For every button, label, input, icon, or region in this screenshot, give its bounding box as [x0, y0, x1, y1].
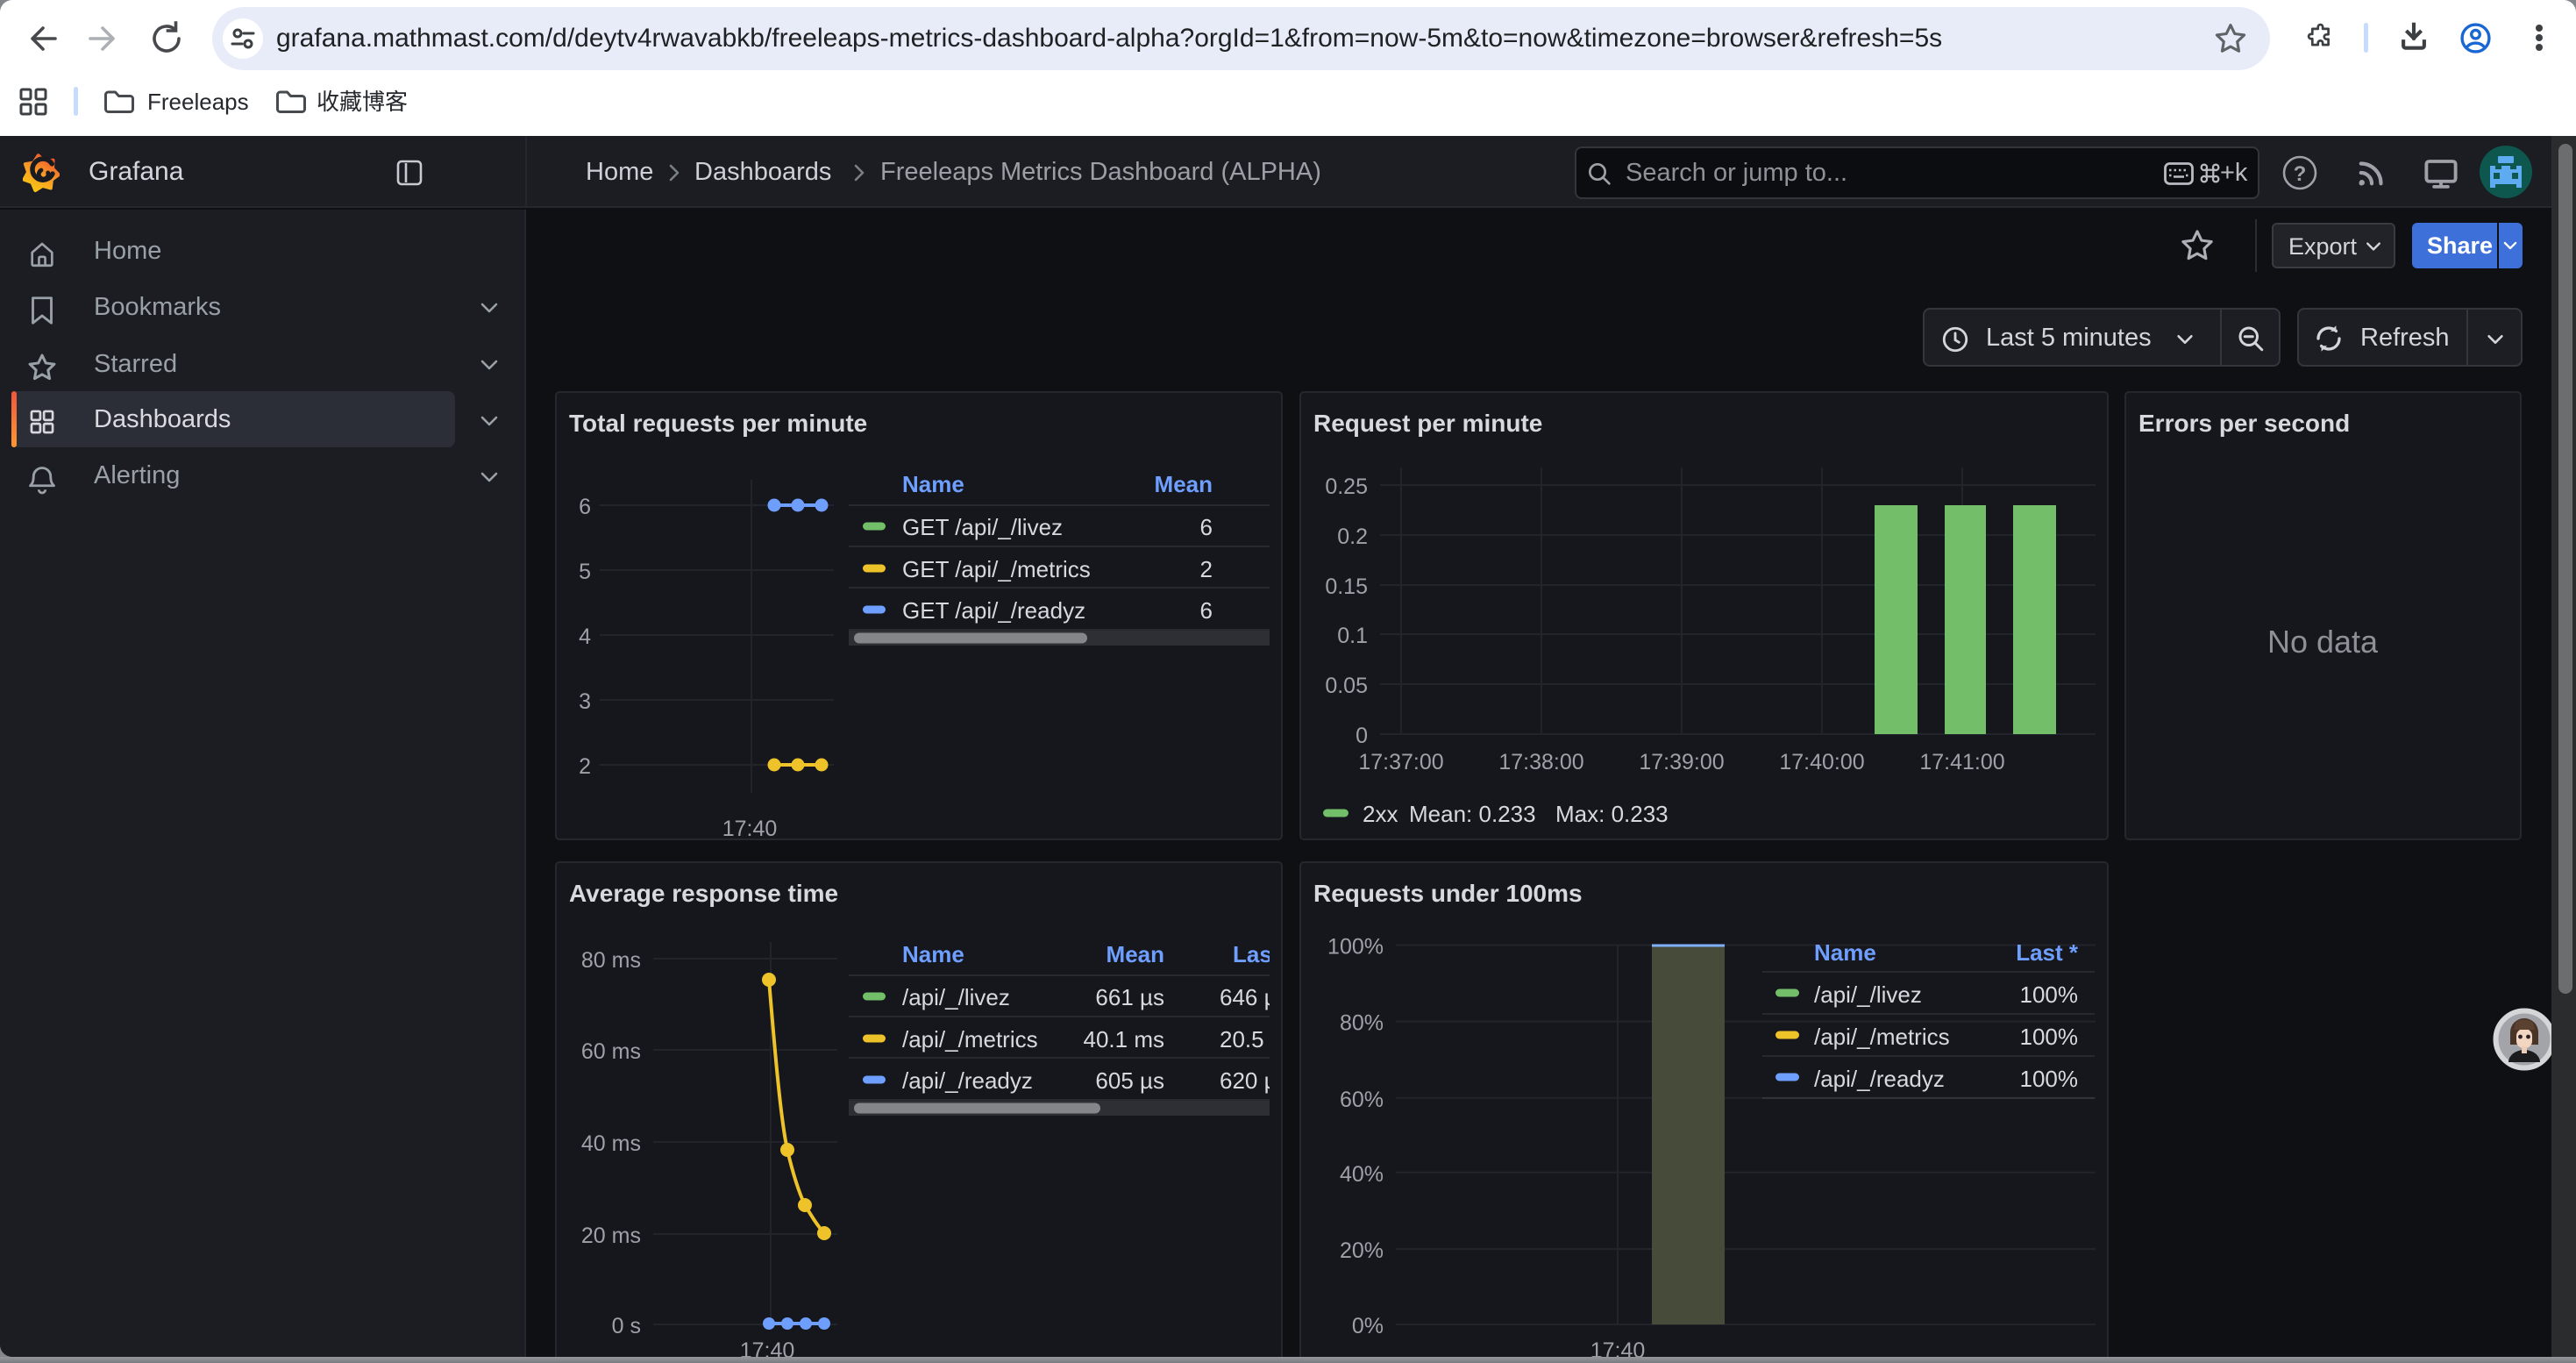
svg-text:60%: 60% — [1340, 1088, 1384, 1112]
svg-text:60 ms: 60 ms — [581, 1039, 641, 1064]
svg-text:100%: 100% — [1327, 935, 1384, 960]
svg-text:0%: 0% — [1352, 1314, 1384, 1338]
svg-text:No data: No data — [2267, 624, 2379, 660]
svg-text:0.05: 0.05 — [1325, 674, 1368, 698]
svg-text:17:40: 17:40 — [1590, 1338, 1646, 1357]
svg-text:Total requests per minute: Total requests per minute — [569, 410, 867, 437]
svg-text:17:40: 17:40 — [740, 1338, 795, 1357]
svg-text:100%: 100% — [2020, 1024, 2079, 1050]
svg-text:40%: 40% — [1340, 1162, 1384, 1187]
svg-text:Average response time: Average response time — [569, 880, 838, 907]
svg-text:/api/_/readyz: /api/_/readyz — [1814, 1066, 1945, 1092]
svg-text:Last *: Last * — [1233, 941, 1281, 967]
svg-text:2: 2 — [579, 754, 591, 779]
svg-text:646 µs: 646 µs — [1220, 984, 1281, 1010]
svg-text:40 ms: 40 ms — [581, 1131, 641, 1156]
svg-text:17:37:00: 17:37:00 — [1358, 750, 1443, 774]
svg-text:17:40: 17:40 — [722, 817, 778, 838]
svg-text:20 ms: 20 ms — [581, 1224, 641, 1248]
svg-text:GET /api/_/metrics: GET /api/_/metrics — [902, 556, 1091, 582]
svg-text:0: 0 — [1356, 724, 1368, 748]
svg-text:17:41:00: 17:41:00 — [1919, 750, 2004, 774]
svg-text:0.25: 0.25 — [1325, 475, 1368, 499]
svg-text:3: 3 — [579, 689, 591, 714]
svg-text:Mean: Mean — [1155, 471, 1213, 497]
svg-text:0.15: 0.15 — [1325, 574, 1368, 599]
svg-text:40.1 ms: 40.1 ms — [1084, 1026, 1165, 1053]
svg-text:6: 6 — [1200, 597, 1213, 624]
svg-text:5: 5 — [579, 560, 591, 584]
svg-text:17:40:00: 17:40:00 — [1779, 750, 1864, 774]
svg-text:Mean: Mean — [1107, 941, 1164, 967]
svg-text:Request per minute: Request per minute — [1313, 410, 1542, 437]
svg-text:20.5 ms: 20.5 ms — [1220, 1026, 1281, 1053]
svg-text:80%: 80% — [1340, 1011, 1384, 1036]
svg-text:6: 6 — [579, 495, 591, 519]
svg-text:17:39:00: 17:39:00 — [1639, 750, 1724, 774]
svg-text:0.1: 0.1 — [1337, 624, 1368, 648]
svg-text:/api/_/metrics: /api/_/metrics — [1814, 1024, 1950, 1050]
svg-text:0 s: 0 s — [612, 1314, 641, 1338]
svg-text:Name: Name — [1814, 939, 1876, 966]
svg-text:/api/_/readyz: /api/_/readyz — [902, 1067, 1033, 1094]
svg-text:Name: Name — [902, 471, 964, 497]
svg-text:/api/_/livez: /api/_/livez — [902, 984, 1010, 1010]
svg-text:0.2: 0.2 — [1337, 525, 1368, 549]
svg-text:100%: 100% — [2020, 981, 2079, 1008]
svg-text:20%: 20% — [1340, 1238, 1384, 1263]
svg-text:6: 6 — [1200, 514, 1213, 540]
svg-text:Requests under 100ms: Requests under 100ms — [1313, 880, 1583, 907]
svg-text:Errors per second: Errors per second — [2138, 410, 2350, 437]
svg-text:Max: 0.233: Max: 0.233 — [1555, 801, 1669, 827]
svg-text:Last *: Last * — [2016, 939, 2079, 966]
svg-text:2xx: 2xx — [1363, 801, 1398, 827]
svg-text:661 µs: 661 µs — [1095, 984, 1164, 1010]
svg-text:620 µs: 620 µs — [1220, 1067, 1281, 1094]
svg-text:GET /api/_/livez: GET /api/_/livez — [902, 514, 1063, 540]
svg-text:GET /api/_/readyz: GET /api/_/readyz — [902, 597, 1085, 624]
svg-text:17:38:00: 17:38:00 — [1498, 750, 1583, 774]
svg-text:Name: Name — [902, 941, 964, 967]
svg-text:605 µs: 605 µs — [1095, 1067, 1164, 1094]
svg-text:?: ? — [2294, 162, 2307, 186]
svg-text:/api/_/metrics: /api/_/metrics — [902, 1026, 1038, 1053]
svg-text:2: 2 — [1200, 556, 1213, 582]
svg-text:4: 4 — [579, 624, 591, 649]
svg-text:/api/_/livez: /api/_/livez — [1814, 981, 1922, 1008]
svg-text:80 ms: 80 ms — [581, 948, 641, 973]
svg-text:100%: 100% — [2020, 1066, 2079, 1092]
svg-text:Mean: 0.233: Mean: 0.233 — [1409, 801, 1536, 827]
